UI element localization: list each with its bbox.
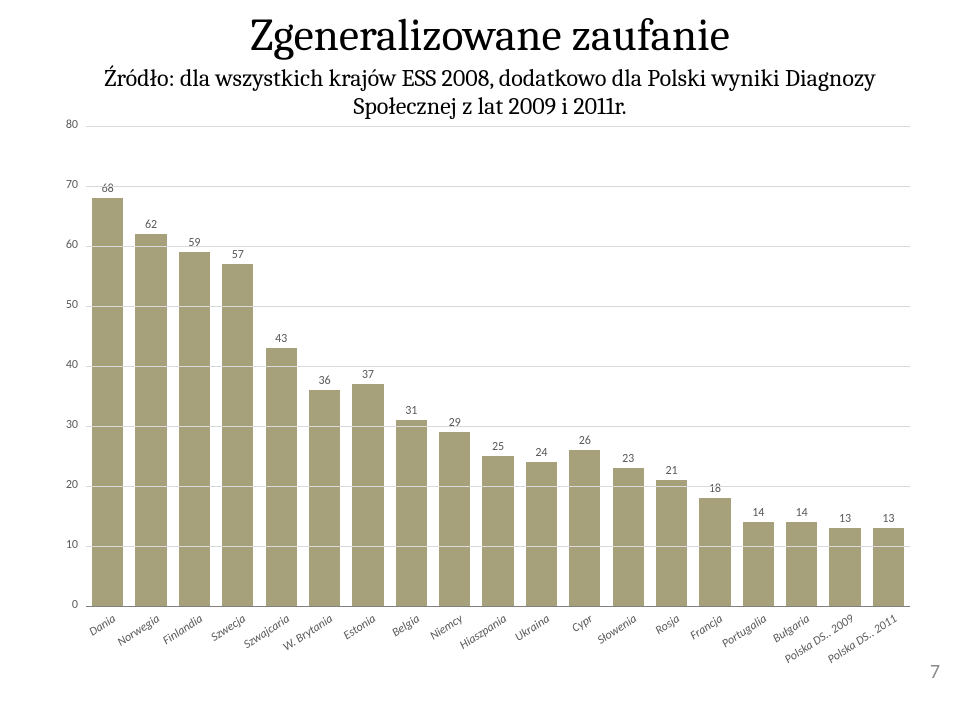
- bar-value-label: 23: [607, 452, 650, 466]
- bar-value-label: 26: [563, 434, 606, 448]
- page-title: Zgeneralizowane zaufanie: [60, 10, 920, 62]
- x-slot: Belgia: [390, 606, 433, 666]
- bar: [526, 462, 557, 606]
- bar: [613, 468, 644, 606]
- x-axis-label: Dania: [87, 612, 119, 639]
- bar-value-label: 43: [260, 332, 303, 346]
- bar-value-label: 21: [650, 464, 693, 478]
- bar: [786, 522, 817, 606]
- bar-value-label: 36: [303, 374, 346, 388]
- x-slot: Ukraina: [520, 606, 563, 666]
- page-subtitle: Źródło: dla wszystkich krajów ESS 2008, …: [60, 64, 920, 120]
- x-axis-label: Estonia: [342, 612, 379, 643]
- bar-value-label: 25: [476, 440, 519, 454]
- gridline: 20: [86, 486, 910, 487]
- x-slot: Finlandia: [173, 606, 216, 666]
- bar-value-label: 31: [390, 404, 433, 418]
- x-slot: Hiaszpania: [476, 606, 519, 666]
- gridline: 30: [86, 426, 910, 427]
- x-axis-labels: DaniaNorwegiaFinlandiaSzwecjaSzwajcariaW…: [86, 606, 910, 666]
- plot-area: 68625957433637312925242623211814141313 0…: [86, 126, 910, 606]
- bar: [222, 264, 253, 606]
- y-tick-label: 0: [54, 598, 78, 612]
- bar: [482, 456, 513, 606]
- bar: [396, 420, 427, 606]
- bar-value-label: 13: [867, 512, 910, 526]
- bar: [829, 528, 860, 606]
- bar: [743, 522, 774, 606]
- y-tick-label: 10: [54, 538, 78, 552]
- x-slot: Polska DS.. 2011: [867, 606, 910, 666]
- bar-value-label: 62: [129, 218, 172, 232]
- y-tick-label: 20: [54, 478, 78, 492]
- bar-value-label: 24: [520, 446, 563, 460]
- bar: [135, 234, 166, 606]
- gridline: 10: [86, 546, 910, 547]
- bar-value-label: 18: [693, 482, 736, 496]
- gridline: 60: [86, 246, 910, 247]
- bar-value-label: 59: [173, 236, 216, 250]
- bar-value-label: 37: [346, 368, 389, 382]
- bar: [656, 480, 687, 606]
- x-slot: Rosja: [650, 606, 693, 666]
- title-block: Zgeneralizowane zaufanie Źródło: dla wsz…: [60, 10, 920, 120]
- y-tick-label: 70: [54, 178, 78, 192]
- bar: [309, 390, 340, 606]
- bar: [266, 348, 297, 606]
- y-tick-label: 50: [54, 298, 78, 312]
- gridline: 80: [86, 126, 910, 127]
- x-axis-label: Cypr: [570, 612, 596, 636]
- bar: [873, 528, 904, 606]
- y-tick-label: 60: [54, 238, 78, 252]
- bar-value-label: 14: [780, 506, 823, 520]
- x-slot: Słowenia: [607, 606, 650, 666]
- bar-value-label: 13: [823, 512, 866, 526]
- y-tick-label: 80: [54, 118, 78, 132]
- x-axis-label: Belgia: [390, 612, 423, 640]
- chart: 68625957433637312925242623211814141313 0…: [50, 126, 910, 666]
- slide-number: 7: [930, 660, 940, 684]
- gridline: 40: [86, 366, 910, 367]
- gridline: 50: [86, 306, 910, 307]
- bar: [92, 198, 123, 606]
- x-slot: W. Brytania: [303, 606, 346, 666]
- y-tick-label: 30: [54, 418, 78, 432]
- y-tick-label: 40: [54, 358, 78, 372]
- slide: Zgeneralizowane zaufanie Źródło: dla wsz…: [0, 0, 960, 720]
- bar-value-label: 57: [216, 248, 259, 262]
- bar: [352, 384, 383, 606]
- x-slot: Estonia: [346, 606, 389, 666]
- x-axis-label: Rosja: [653, 612, 683, 638]
- bar: [439, 432, 470, 606]
- bar: [569, 450, 600, 606]
- bar-value-label: 14: [737, 506, 780, 520]
- bar: [699, 498, 730, 606]
- bar-value-label: 29: [433, 416, 476, 430]
- gridline: 70: [86, 186, 910, 187]
- bar-value-label: 68: [86, 182, 129, 196]
